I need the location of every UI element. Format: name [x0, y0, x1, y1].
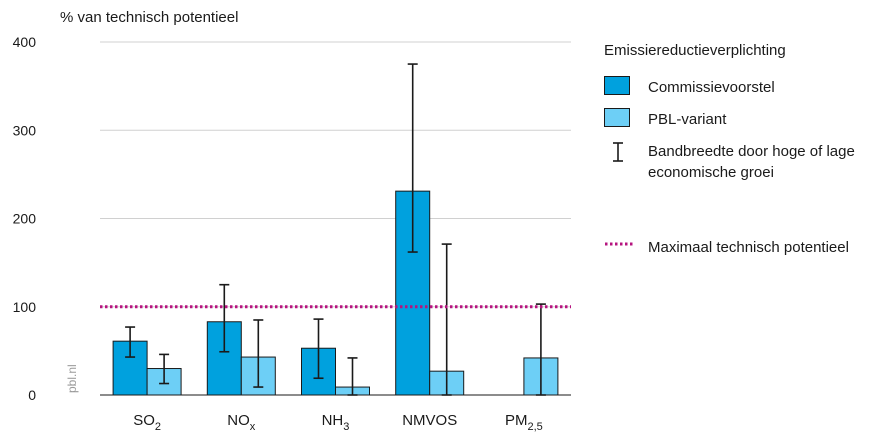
error-bar: [125, 326, 136, 358]
legend-label-reference-line: Maximaal technisch potentieel: [648, 239, 849, 256]
y-axis-ticks: 0 100 200 300 400: [13, 34, 37, 403]
x-tick-label: PM2,5: [505, 412, 543, 433]
y-tick-label: 100: [13, 299, 37, 315]
error-bar: [159, 353, 170, 385]
error-bar-icon: [613, 142, 623, 162]
y-tick-label: 300: [13, 122, 37, 138]
grid: [100, 41, 571, 396]
legend-swatch-pbl-variant: [604, 108, 630, 127]
error-bar: [253, 319, 264, 388]
bars: [112, 190, 559, 396]
error-bar: [407, 63, 418, 253]
error-bar: [441, 243, 452, 396]
y-tick-label: 0: [28, 387, 36, 403]
x-axis-labels: SO2 NOx NH3 NMVOS PM2,5: [133, 412, 543, 433]
x-tick-label: NH3: [322, 412, 350, 433]
x-tick-label: NMVOS: [402, 412, 457, 429]
legend-label-pbl-variant: PBL-variant: [648, 111, 727, 128]
y-tick-label: 200: [13, 211, 37, 227]
y-tick-label: 400: [13, 34, 37, 50]
x-tick-label: SO2: [133, 412, 161, 433]
legend-swatch-commissievoorstel: [604, 76, 630, 95]
legend-label-commissievoorstel: Commissievoorstel: [648, 79, 775, 96]
error-bars: [125, 63, 546, 396]
error-bar: [347, 357, 358, 396]
error-bar: [535, 303, 546, 396]
legend-title: Emissiereductieverplichting: [604, 42, 786, 59]
error-bar: [313, 318, 324, 380]
watermark: pbl.nl: [65, 364, 79, 393]
dotted-line-icon: [605, 242, 633, 246]
legend-label-error-bar: Bandbreedte door hoge of lage economisch…: [648, 143, 855, 181]
error-bar: [219, 283, 230, 353]
y-axis-label: % van technisch potentieel: [60, 9, 238, 26]
x-tick-label: NOx: [227, 412, 255, 433]
